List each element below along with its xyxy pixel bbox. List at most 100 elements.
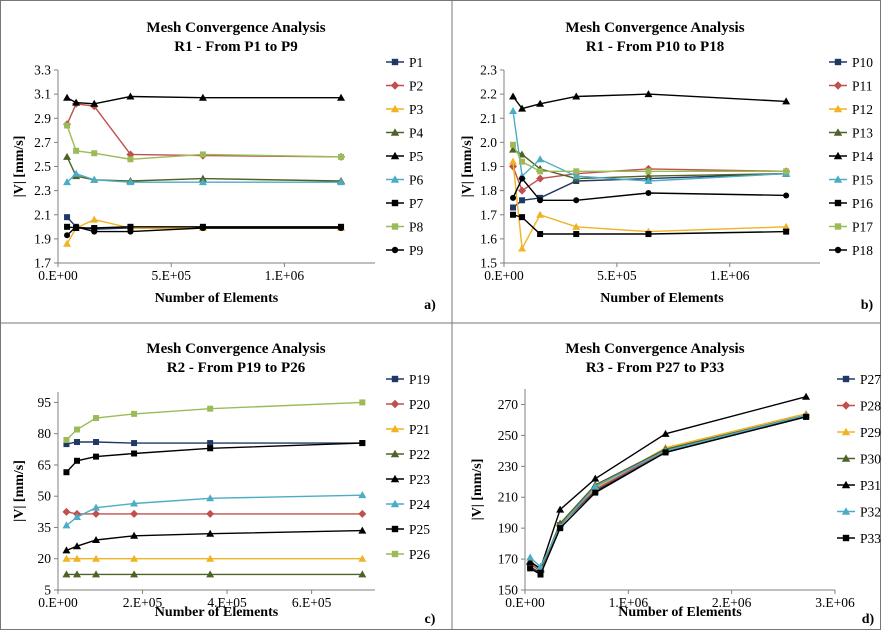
legend-label-p33: P33 xyxy=(860,531,881,546)
data-point-p11 xyxy=(536,174,545,183)
legend-label-p1: P1 xyxy=(409,55,423,70)
data-point-p25 xyxy=(131,450,138,457)
data-point-p3 xyxy=(90,215,99,223)
data-point-p26 xyxy=(359,399,366,406)
x-axis-label: Number of Elements xyxy=(600,291,724,306)
legend-marker-p13 xyxy=(833,128,843,136)
data-point-p24 xyxy=(62,521,71,529)
panel-letter: d) xyxy=(862,612,875,627)
series-line-p8 xyxy=(66,125,342,161)
data-point-p12 xyxy=(782,222,791,230)
y-tick-label: 20 xyxy=(38,551,52,566)
y-tick-label: 150 xyxy=(498,583,519,598)
data-point-p23 xyxy=(92,535,101,543)
y-tick-label: 50 xyxy=(38,489,52,504)
data-point-p15 xyxy=(644,176,653,184)
data-point-p10 xyxy=(519,197,526,204)
series-line-p30 xyxy=(529,414,807,572)
data-point-p19 xyxy=(207,440,214,447)
legend-label-p20: P20 xyxy=(409,397,430,412)
data-point-p24 xyxy=(73,513,82,521)
data-point-p8 xyxy=(73,147,80,154)
y-tick-label: 65 xyxy=(38,457,52,472)
legend-marker-p26 xyxy=(391,550,399,558)
chart-panel-d: Mesh Convergence Analysis R3 - From P27 t… xyxy=(470,341,881,627)
data-point-p5 xyxy=(337,93,346,101)
data-point-p10 xyxy=(510,204,517,211)
data-point-p20 xyxy=(130,509,139,518)
legend-label-p32: P32 xyxy=(860,505,881,520)
data-point-p1 xyxy=(64,214,71,221)
legend-marker-p2 xyxy=(390,81,400,90)
data-point-p8 xyxy=(338,153,345,160)
data-point-p31 xyxy=(556,505,565,513)
data-point-p16 xyxy=(783,228,790,235)
x-tick-label: 0.E+00 xyxy=(38,268,78,283)
data-point-p6 xyxy=(337,178,346,186)
y-tick-label: 3.1 xyxy=(34,87,51,102)
chart-title: Mesh Convergence Analysis xyxy=(565,20,744,36)
y-tick-label: 1.9 xyxy=(480,159,497,174)
x-axis-label: Number of Elements xyxy=(155,605,279,620)
legend-label-p10: P10 xyxy=(852,55,873,70)
data-point-p24 xyxy=(92,503,101,511)
series-line-p18 xyxy=(512,177,787,202)
data-point-p18 xyxy=(573,197,580,204)
data-point-p18 xyxy=(519,175,526,182)
data-point-p25 xyxy=(359,440,366,447)
data-point-p22 xyxy=(62,570,71,578)
x-tick-label: 5.E+05 xyxy=(597,268,637,283)
x-tick-label: 5.E+05 xyxy=(151,268,191,283)
data-point-p14 xyxy=(644,90,653,98)
data-point-p12 xyxy=(572,222,581,230)
legend-marker-p25 xyxy=(391,525,399,533)
y-tick-label: 1.5 xyxy=(480,256,497,271)
data-point-p9 xyxy=(64,232,71,239)
x-tick-label: 3.E+06 xyxy=(815,595,855,610)
data-point-p13 xyxy=(509,145,518,153)
data-point-p17 xyxy=(519,158,526,165)
series-line-p26 xyxy=(66,401,363,441)
legend-marker-p24 xyxy=(390,499,400,508)
data-point-p17 xyxy=(537,168,544,175)
data-point-p21 xyxy=(92,554,101,562)
data-point-p15 xyxy=(572,172,581,180)
data-point-p31 xyxy=(526,558,535,566)
data-point-p25 xyxy=(63,469,70,476)
y-tick-label: 2.1 xyxy=(480,111,497,126)
legend-label-p27: P27 xyxy=(860,372,881,387)
data-point-p16 xyxy=(645,231,652,238)
data-point-p15 xyxy=(536,155,545,163)
y-tick-label: 2.9 xyxy=(34,111,51,126)
data-point-p11 xyxy=(518,186,527,195)
chart-title: Mesh Convergence Analysis xyxy=(146,341,325,357)
legend-marker-p4 xyxy=(390,128,400,136)
data-point-p21 xyxy=(130,554,139,562)
series-line-p14 xyxy=(512,93,787,110)
legend-marker-p33 xyxy=(842,534,850,542)
y-tick-label: 1.6 xyxy=(480,231,497,246)
data-point-p9 xyxy=(91,228,98,235)
data-point-p20 xyxy=(92,509,101,518)
y-tick-label: 230 xyxy=(498,459,519,474)
legend-marker-p9 xyxy=(391,246,399,254)
x-tick-label: 1.E+06 xyxy=(609,595,649,610)
y-tick-label: 35 xyxy=(38,520,52,535)
legend-marker-p20 xyxy=(390,399,400,409)
panel-letter: b) xyxy=(861,298,874,313)
legend-marker-p11 xyxy=(833,81,843,90)
chart-panel-a: Mesh Convergence Analysis R1 - From P1 to… xyxy=(12,20,436,313)
data-point-p16 xyxy=(510,211,517,218)
data-point-p33 xyxy=(592,489,599,496)
data-point-p14 xyxy=(518,104,527,112)
chart-title: Mesh Convergence Analysis xyxy=(146,20,325,36)
x-tick-label: 1.E+06 xyxy=(710,268,750,283)
legend-label-p23: P23 xyxy=(409,472,430,487)
x-tick-label: 1.E+06 xyxy=(265,268,305,283)
legend-marker-p6 xyxy=(390,175,400,183)
data-point-p12 xyxy=(536,210,545,218)
data-point-p14 xyxy=(536,99,545,107)
data-point-p23 xyxy=(358,526,367,534)
data-point-p18 xyxy=(783,192,790,199)
